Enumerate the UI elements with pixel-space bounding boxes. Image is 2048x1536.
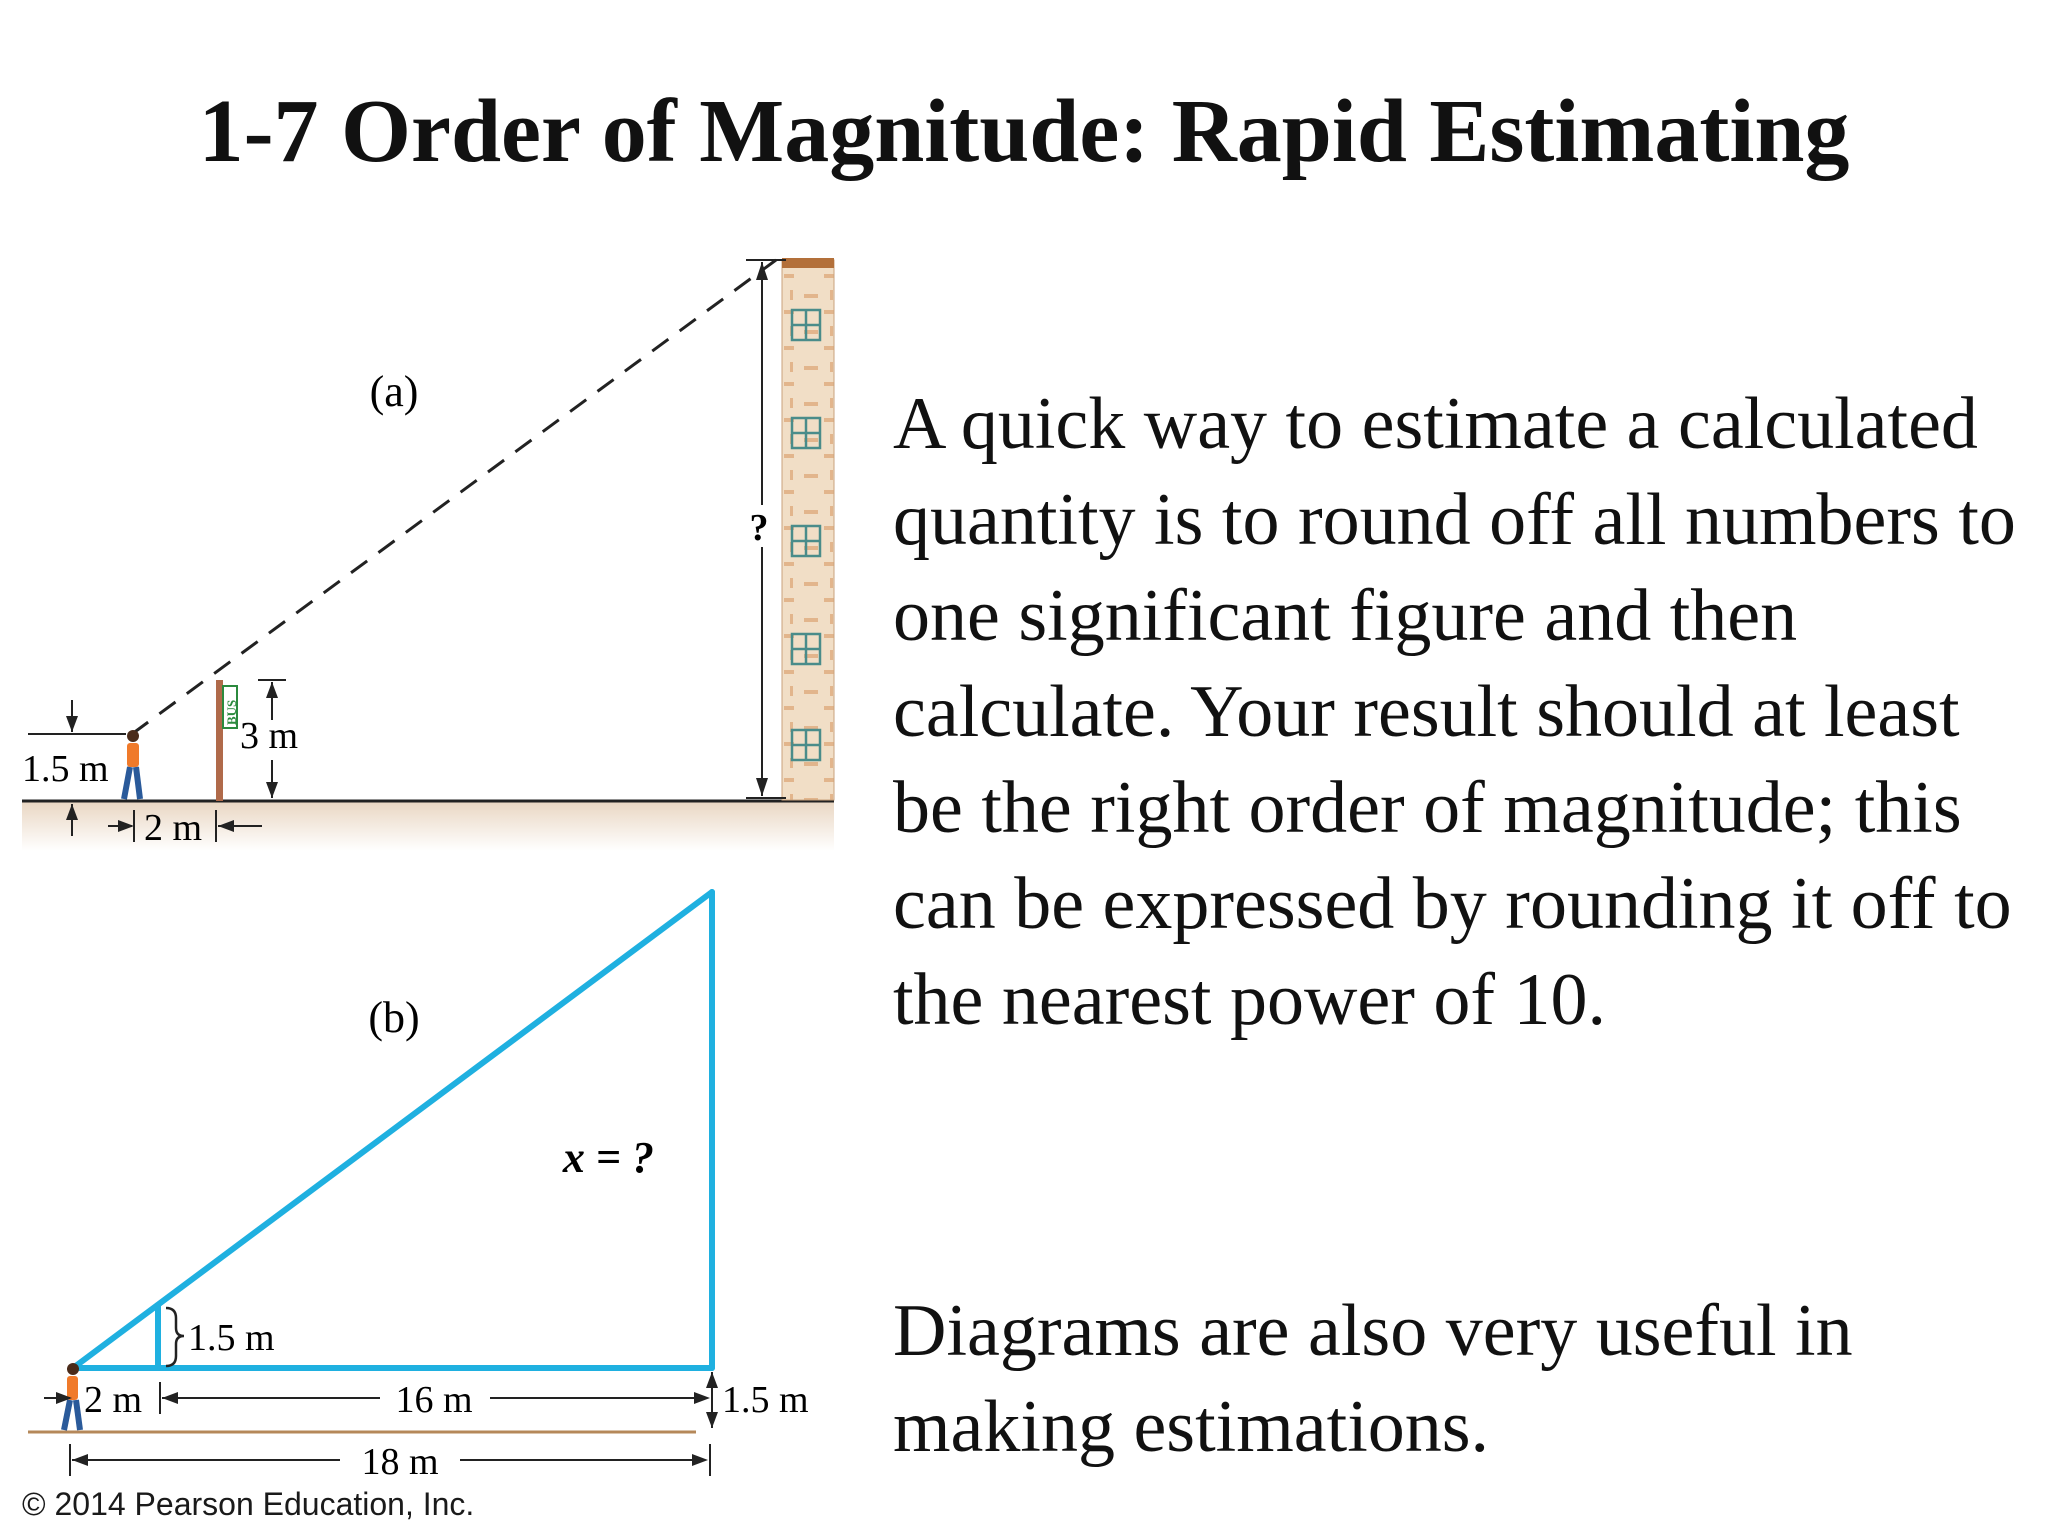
total-base-dimension [69, 1444, 711, 1476]
bus-sign [222, 685, 238, 729]
short-base-label: 2 m [84, 1379, 142, 1421]
body-paragraph-estimating: A quick way to estimate a calculated qua… [893, 383, 2016, 1041]
building [781, 259, 835, 801]
base-dimension-row [44, 1382, 713, 1414]
triangle-diagram [70, 889, 715, 1371]
person-icon [61, 1363, 83, 1431]
person-icon [121, 730, 143, 800]
small-height-label: 1.5 m [188, 1317, 275, 1359]
building-roof [782, 258, 834, 268]
unknown-height-label: ? [750, 507, 769, 549]
copyright-notice: © 2014 Pearson Education, Inc. [22, 1486, 475, 1522]
bus-sign-text: BUS [224, 700, 239, 725]
figure-a: ? BUS 3 m 1.5 m [22, 258, 835, 851]
figure-b: 1.5 m x = ? 2 m 16 m 1.5 m [28, 889, 809, 1483]
sign-distance-label: 2 m [144, 807, 202, 849]
sign-distance-dimension [108, 810, 262, 842]
total-base-label: 18 m [361, 1441, 438, 1483]
eye-offset-dimension [706, 1372, 718, 1428]
figure-a-label: (a) [370, 367, 419, 416]
person-height-dimension [28, 700, 126, 836]
sign-height-dimension [258, 679, 286, 798]
building-windows [790, 308, 822, 762]
ground-shading-a [22, 801, 834, 851]
sight-line [131, 258, 777, 736]
slide-title: 1-7 Order of Magnitude: Rapid Estimating [198, 82, 1850, 181]
person-height-label: 1.5 m [22, 748, 109, 790]
body-paragraph-diagrams: Diagrams are also very useful in making … [893, 1290, 1853, 1468]
long-base-label: 16 m [395, 1379, 472, 1421]
eye-offset-label: 1.5 m [722, 1379, 809, 1421]
sign-height-label: 3 m [240, 715, 298, 757]
bus-sign-pole [216, 680, 223, 801]
brace-icon [165, 1306, 185, 1368]
unknown-x-label: x = ? [562, 1133, 654, 1182]
figure-b-label: (b) [368, 993, 419, 1042]
